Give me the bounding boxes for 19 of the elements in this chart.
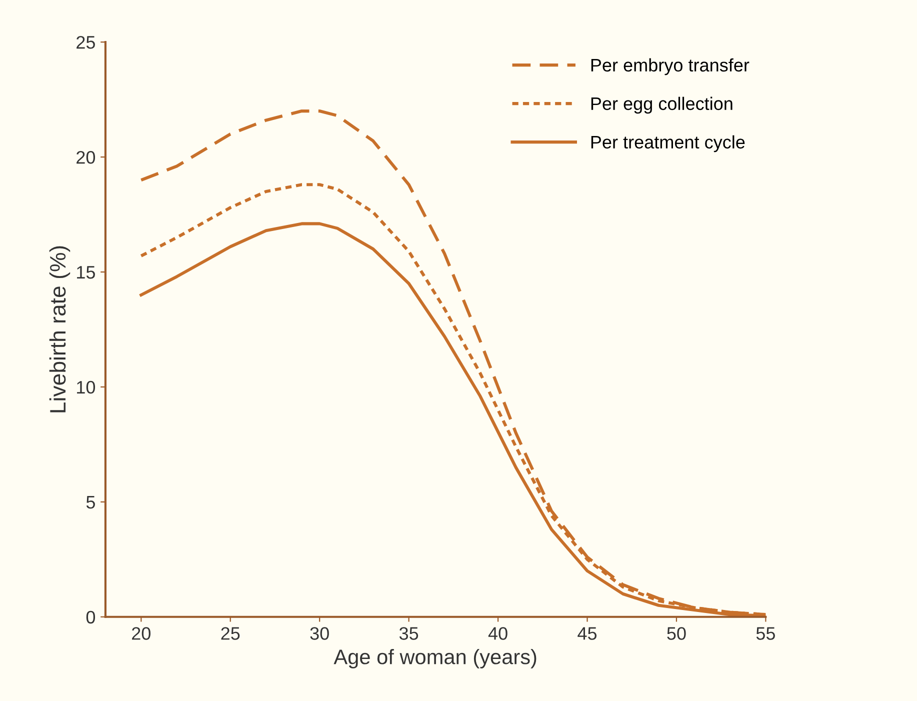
y-tick-label: 25 [76, 36, 95, 49]
legend-label: Per treatment cycle [591, 135, 745, 152]
y-axis-title: Livebirth rate (%) [49, 246, 70, 412]
legend-label: Per egg collection [591, 96, 732, 114]
x-tick-label: 55 [756, 627, 775, 640]
y-tick-label: 5 [86, 496, 95, 509]
x-tick-label: 50 [667, 627, 686, 640]
y-tick-label: 10 [77, 380, 96, 394]
x-axis-title: Age of woman (years) [334, 648, 536, 668]
y-tick-label: 0 [86, 610, 96, 624]
x-tick-label: 30 [310, 627, 329, 640]
legend-label: Per embryo transfer [591, 58, 750, 76]
x-tick-label: 25 [221, 627, 240, 640]
x-tick-label: 20 [132, 627, 150, 640]
y-tick-label: 20 [76, 150, 96, 164]
y-tick-label: 15 [77, 266, 95, 279]
x-tick-label: 35 [399, 627, 418, 640]
x-tick-label: 45 [578, 627, 597, 640]
x-tick-label: 40 [488, 627, 508, 640]
